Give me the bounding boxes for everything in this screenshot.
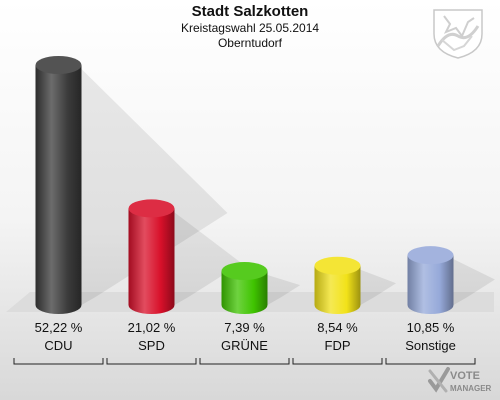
category-label: GRÜNE: [221, 338, 268, 353]
category-bracket: [13, 358, 104, 365]
category-bracket: [385, 358, 476, 365]
bar-shadow: [267, 275, 301, 305]
bar-shadow: [174, 212, 242, 305]
logo-line2: MANAGER: [450, 384, 492, 393]
category-label: SPD: [138, 338, 165, 353]
value-label: 10,85 %: [407, 320, 455, 335]
bar-fdp: [314, 256, 361, 314]
category-bracket: [106, 358, 197, 365]
district-label: Oberntudorf: [217, 36, 283, 50]
chart-title: Stadt Salzkotten: [191, 3, 309, 20]
category-label: CDU: [44, 338, 72, 353]
value-label: 7,39 %: [224, 320, 265, 335]
bar-spd: [128, 199, 175, 314]
bar-sonstige: [407, 246, 454, 314]
category-bracket: [199, 358, 290, 365]
bar-shadow: [81, 69, 228, 305]
vote-check-icon: [428, 367, 450, 393]
logo-line1: VOTE: [450, 370, 480, 382]
value-label: 8,54 %: [317, 320, 358, 335]
bar-grüne: [221, 262, 268, 314]
coat-of-arms-icon: [433, 9, 483, 59]
value-label: 52,22 %: [35, 320, 83, 335]
bar-cdu: [35, 56, 82, 314]
value-label: 21,02 %: [128, 320, 176, 335]
chart-subtitle: Kreistagswahl 25.05.2014: [180, 21, 320, 35]
category-label: FDP: [325, 338, 351, 353]
vote-manager-logo: VOTE MANAGER: [428, 367, 492, 393]
bar-shadow: [453, 259, 495, 305]
bar-shadow: [360, 269, 397, 305]
category-bracket: [292, 358, 383, 365]
category-label: Sonstige: [405, 338, 456, 353]
